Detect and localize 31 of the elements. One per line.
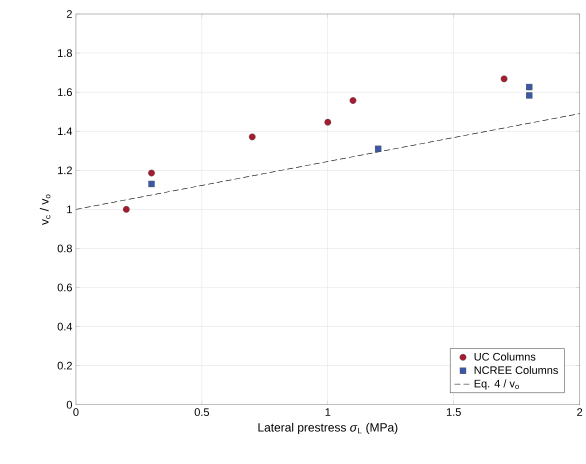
legend-label: UC Columns: [474, 352, 536, 361]
point: [500, 76, 508, 82]
x-tick-label: 0.5: [194, 408, 210, 416]
y-tick-label: 1.2: [58, 166, 72, 174]
y-axis-title: v$_{c}$ / v$_{o}$: [40, 194, 50, 226]
x-tick-label: 1.5: [446, 408, 461, 416]
point: [526, 92, 532, 99]
y-tick-label: 0.4: [58, 322, 72, 331]
point: [350, 97, 356, 104]
point: [122, 206, 130, 213]
x-axis-title: Lateral prestress σ$_{L}$ (MPa): [258, 422, 398, 434]
y-tick-label: 1.8: [58, 49, 72, 58]
y-tick-label: 0.8: [58, 244, 72, 252]
point: [324, 118, 332, 126]
point: [526, 84, 532, 90]
y-tick-label: 0.6: [58, 284, 72, 292]
y-tick-label: 1: [67, 206, 72, 214]
point: [248, 134, 256, 140]
y-tick-label: 1.4: [58, 128, 72, 136]
point: [148, 170, 155, 177]
y-tick-label: 0.2: [58, 362, 72, 370]
legend-label: NCREE Columns: [474, 366, 558, 374]
x-tick-label: 0: [73, 408, 79, 416]
y-tick-label: 2: [66, 10, 72, 18]
y-tick-label: 1.6: [58, 88, 72, 96]
point: [148, 180, 155, 188]
x-tick-label: 2: [577, 408, 582, 416]
x-tick-label: 1: [326, 408, 330, 416]
point: [374, 146, 382, 152]
y-tick-label: 0: [66, 401, 72, 409]
legend-label: Eq. 4 / v$_{o}$: [474, 380, 519, 390]
